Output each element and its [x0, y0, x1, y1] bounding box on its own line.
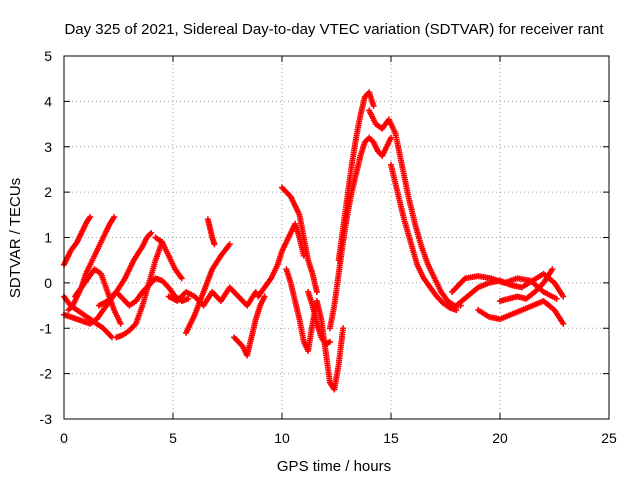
tick-labels: 0 5 10 15 20 25 -3 -2 -1 0 1 2 3 4 5 — [40, 48, 617, 446]
data-point — [185, 295, 192, 302]
series-t11 — [204, 216, 218, 248]
series-t12 — [231, 293, 268, 359]
y-tick-label: 0 — [44, 275, 52, 291]
x-tick-label: 5 — [169, 430, 177, 446]
x-tick-label: 20 — [492, 430, 508, 446]
series-t22 — [449, 273, 560, 302]
x-tick-label: 10 — [274, 430, 290, 446]
data-point — [148, 229, 155, 236]
data-point — [87, 214, 94, 221]
data-point — [111, 214, 118, 221]
chart-title: Day 325 of 2021, Sidereal Day-to-day VTE… — [64, 21, 604, 38]
data-point — [549, 266, 556, 273]
series-t20 — [388, 161, 460, 314]
axis-ticks — [63, 55, 610, 420]
series-t10 — [183, 241, 233, 336]
y-tick-label: 4 — [44, 93, 52, 109]
data-point — [560, 320, 567, 327]
y-tick-label: -1 — [40, 320, 53, 336]
series-t17 — [326, 134, 394, 332]
series-t9 — [165, 284, 259, 309]
y-tick-label: -3 — [40, 411, 53, 427]
data-point — [211, 241, 218, 248]
data-point — [326, 338, 333, 345]
series-t19 — [366, 107, 464, 309]
data-point — [553, 295, 560, 302]
data-points — [61, 89, 567, 393]
data-point — [226, 241, 233, 248]
y-axis-label: SDTVAR / TECUs — [7, 178, 24, 298]
series-t13 — [255, 220, 307, 300]
x-tick-label: 15 — [383, 430, 399, 446]
y-tick-label: -2 — [40, 366, 53, 382]
data-point — [261, 293, 268, 300]
data-point — [178, 275, 185, 282]
series-t6 — [95, 229, 155, 309]
y-tick-label: 5 — [44, 48, 52, 64]
data-point — [560, 293, 567, 300]
y-tick-label: 1 — [44, 230, 52, 246]
x-axis-label: GPS time / hours — [277, 458, 391, 475]
series-t24 — [497, 266, 556, 305]
series-t5 — [71, 266, 124, 327]
series-t14 — [279, 184, 320, 295]
data-point — [117, 320, 124, 327]
data-point — [370, 102, 377, 109]
data-point — [388, 134, 394, 141]
y-tick-label: 2 — [44, 184, 52, 200]
series-t18 — [335, 89, 377, 264]
series-t8 — [152, 234, 185, 282]
x-tick-label: 0 — [60, 430, 68, 446]
series-t2 — [61, 214, 94, 268]
data-point — [252, 288, 259, 295]
series-t4 — [61, 293, 115, 341]
series-t23 — [475, 298, 567, 327]
series-t7 — [113, 239, 166, 341]
data-point — [340, 325, 347, 332]
x-tick-label: 25 — [601, 430, 617, 446]
series-t16 — [305, 288, 333, 348]
y-tick-label: 3 — [44, 139, 52, 155]
data-point — [313, 288, 320, 295]
